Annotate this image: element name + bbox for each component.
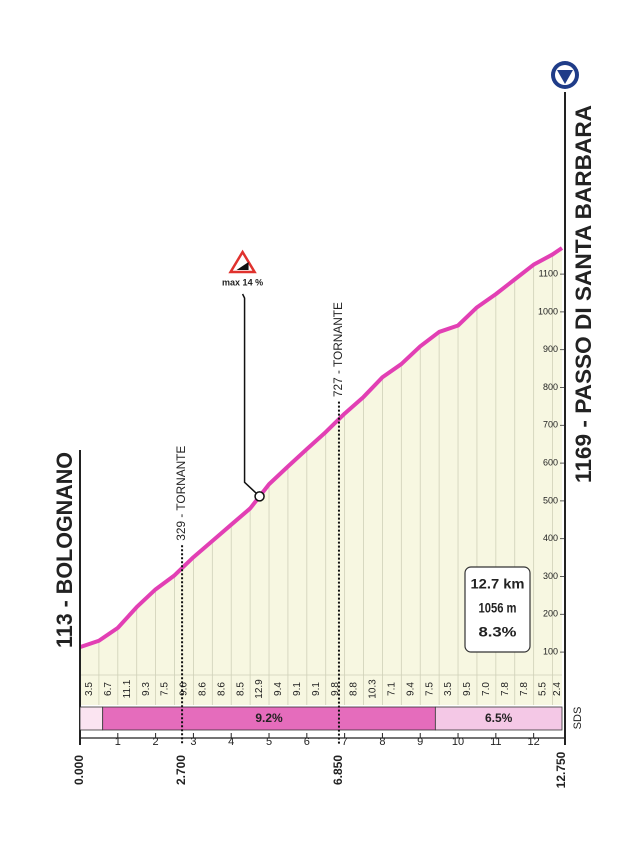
gradient-label: 8.6	[198, 682, 209, 696]
area-fill	[80, 248, 562, 705]
summary-text: 1056 m	[479, 600, 517, 616]
y-tick-label: 800	[543, 382, 558, 392]
x-tick-label: 8	[379, 736, 385, 748]
gradient-label: 8.8	[349, 682, 360, 696]
milestone-label: 6.850	[331, 755, 345, 785]
tornante-label: 727 - TORNANTE	[331, 302, 345, 397]
x-tick-label: 10	[452, 736, 464, 748]
y-tick-label: 1000	[538, 306, 558, 316]
y-tick-label: 300	[543, 571, 558, 581]
gradient-label: 9.1	[292, 682, 303, 696]
x-tick-label: 7	[342, 736, 348, 748]
x-tick-label: 1	[115, 736, 121, 748]
logo-icon	[551, 61, 579, 89]
y-tick-label: 700	[543, 420, 558, 430]
gradient-label: 6.7	[103, 682, 114, 696]
gradient-band	[434, 706, 563, 731]
gradient-label: 11.1	[122, 679, 133, 698]
side-note: SDS	[572, 707, 584, 730]
max-label: max 14 %	[222, 277, 263, 287]
gradient-label: 10.3	[368, 679, 379, 699]
finish-label: 1169 - PASSO DI SANTA BARBARA	[571, 105, 596, 483]
x-tick-label: 6	[304, 736, 310, 748]
gradient-label: 8.6	[216, 682, 227, 696]
max-icon-slope	[236, 262, 249, 270]
gradient-label: 2.4	[552, 682, 563, 696]
gradient-label: 7.8	[500, 682, 511, 696]
x-tick-label: 2	[153, 736, 159, 748]
milestone-label: 0.000	[72, 755, 86, 785]
gradient-label: 7.5	[424, 682, 435, 696]
tornante-label: 329 - TORNANTE	[174, 446, 188, 541]
summary-box	[464, 566, 531, 653]
gradient-label: 7.8	[519, 682, 530, 696]
gradient-label: 9.6	[179, 682, 190, 696]
gradient-label: 12.9	[254, 679, 265, 699]
gradient-label: 8.5	[235, 682, 246, 696]
gradient-label: 3.5	[443, 682, 454, 696]
x-tick-label: 3	[190, 736, 196, 748]
y-tick-label: 900	[543, 344, 558, 354]
max-leader	[241, 293, 261, 497]
x-tick-label: 11	[490, 736, 501, 748]
y-tick-label: 600	[543, 457, 558, 467]
gradient-label: 7.1	[387, 682, 398, 696]
y-tick-label: 400	[543, 533, 558, 543]
profile-line	[79, 246, 564, 650]
gradient-band-label: 6.5%	[485, 711, 513, 725]
gradient-label: 7.5	[160, 682, 171, 696]
max-point	[254, 491, 265, 502]
gradient-label: 3.5	[84, 682, 95, 696]
gradient-label: 9.4	[273, 682, 284, 696]
gradient-label: 9.3	[141, 682, 152, 696]
x-tick-label: 5	[266, 736, 272, 748]
y-tick-label: 200	[543, 609, 558, 619]
gradient-band	[79, 706, 104, 731]
x-tick-label: 12	[528, 736, 540, 748]
milestone-label: 12.750	[554, 751, 568, 788]
gradient-label: 9.5	[462, 682, 473, 696]
summary-text: 8.3%	[479, 624, 518, 640]
summary-text: 12.7 km	[471, 576, 525, 592]
max-icon	[228, 249, 257, 274]
milestone-label: 2.700	[174, 755, 188, 785]
gradient-label: 9.8	[330, 682, 341, 696]
y-tick-label: 1100	[539, 268, 558, 278]
gradient-label: 9.4	[405, 682, 416, 696]
x-tick-label: 4	[228, 736, 234, 748]
gradient-label: 9.1	[311, 682, 322, 696]
y-tick-label: 500	[543, 495, 558, 505]
gradient-label: 7.0	[481, 682, 492, 696]
start-label: 113 - BOLOGNANO	[52, 452, 77, 648]
gradient-band-label: 9.2%	[255, 711, 283, 725]
x-tick-label: 9	[417, 736, 423, 748]
gradient-label: 5.5	[538, 682, 549, 696]
y-tick-label: 100	[543, 646, 558, 656]
